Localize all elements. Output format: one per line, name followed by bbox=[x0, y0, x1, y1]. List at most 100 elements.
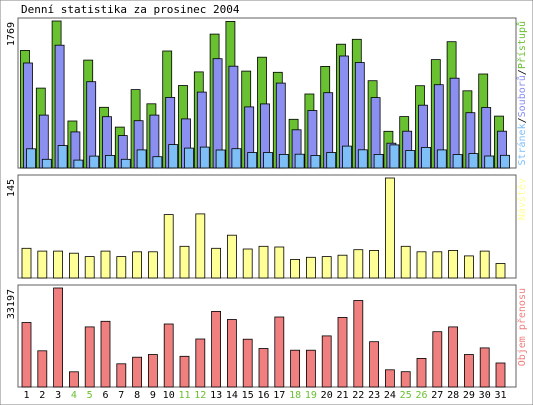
x-axis-ticks: 1 2 3 4 5 6 7 8 9 10 11 12 13 14 15 16 17 18 19 20 21 22 23 24 2… bbox=[23, 390, 506, 401]
bar-pages-day-21 bbox=[342, 145, 352, 169]
bar-middle-day-16 bbox=[258, 245, 269, 279]
bar-middle-day-22 bbox=[353, 249, 364, 279]
bar-bottom-day-6 bbox=[100, 320, 111, 388]
bar-pages-day-22 bbox=[357, 149, 368, 169]
bar-middle-day-26 bbox=[416, 251, 427, 279]
x-tick-day-6: 6 bbox=[102, 390, 108, 401]
bar-middle-day-4 bbox=[69, 252, 79, 279]
bar-middle-day-27 bbox=[432, 251, 443, 279]
legend-item-0: Stránek bbox=[516, 123, 528, 165]
x-tick-day-24: 24 bbox=[384, 390, 396, 401]
bar-bottom-day-27 bbox=[432, 331, 443, 388]
bar-bottom-day-5 bbox=[84, 326, 95, 388]
panel-bottom-max-label: 33197 bbox=[6, 289, 17, 319]
x-tick-day-10: 10 bbox=[163, 390, 175, 401]
bar-pages-day-1 bbox=[26, 148, 36, 169]
x-tick-day-20: 20 bbox=[321, 390, 333, 401]
x-tick-day-21: 21 bbox=[336, 390, 348, 401]
bar-middle-day-5 bbox=[84, 256, 95, 279]
bar-bottom-day-23 bbox=[369, 341, 380, 388]
panel-bottom-legend: Objem přenosu bbox=[516, 288, 528, 366]
x-tick-day-25: 25 bbox=[400, 390, 412, 401]
bar-bottom-day-10 bbox=[163, 323, 174, 388]
x-tick-day-23: 23 bbox=[368, 390, 380, 401]
bar-pages-day-19 bbox=[310, 155, 321, 169]
bar-bottom-day-30 bbox=[479, 347, 490, 388]
bar-bottom-day-12 bbox=[195, 338, 206, 388]
bar-middle-day-25 bbox=[400, 245, 411, 279]
bar-middle-day-13 bbox=[211, 247, 222, 279]
bar-bottom-day-4 bbox=[69, 371, 79, 388]
bar-bottom-day-13 bbox=[211, 310, 222, 388]
bar-middle-day-19 bbox=[305, 256, 316, 279]
bar-middle-day-15 bbox=[242, 248, 253, 279]
bar-middle-day-21 bbox=[337, 254, 348, 279]
panel-middle-max-label: 145 bbox=[6, 179, 17, 197]
bar-pages-day-13 bbox=[215, 149, 226, 169]
panel-bottom: 33197 Objem přenosu bbox=[6, 284, 528, 388]
x-tick-day-28: 28 bbox=[447, 390, 459, 401]
x-tick-day-15: 15 bbox=[242, 390, 254, 401]
x-tick-day-1: 1 bbox=[23, 390, 29, 401]
bar-middle-day-23 bbox=[369, 249, 380, 279]
series-2-bars bbox=[26, 144, 510, 169]
legend-item-1: Souborů bbox=[516, 75, 528, 117]
bar-pages-day-4 bbox=[73, 159, 84, 169]
bar-middle-day-29 bbox=[463, 255, 474, 279]
bar-bottom-day-7 bbox=[116, 363, 127, 388]
x-tick-day-27: 27 bbox=[431, 390, 443, 401]
bar-bottom-day-11 bbox=[179, 355, 190, 388]
x-tick-day-14: 14 bbox=[226, 390, 238, 401]
series-1-bars bbox=[23, 44, 507, 169]
legend-item-2: Přístupů bbox=[516, 21, 528, 69]
bar-middle-day-24 bbox=[384, 177, 395, 279]
bar-pages-day-28 bbox=[452, 154, 463, 169]
bar-bottom-day-22 bbox=[353, 300, 364, 388]
x-tick-day-7: 7 bbox=[118, 390, 124, 401]
bar-pages-day-25 bbox=[405, 150, 416, 169]
bar-pages-day-18 bbox=[294, 153, 305, 169]
panel-top-legend: Stránek/Souborů/Přístupů bbox=[516, 21, 528, 166]
bar-bottom-day-15 bbox=[242, 338, 253, 388]
x-tick-day-26: 26 bbox=[415, 390, 427, 401]
bar-bottom-day-25 bbox=[400, 371, 411, 388]
bar-middle-day-3 bbox=[53, 250, 63, 279]
bar-pages-day-27 bbox=[436, 149, 447, 169]
bar-pages-day-12 bbox=[199, 146, 210, 169]
x-tick-day-19: 19 bbox=[305, 390, 317, 401]
bar-pages-day-24 bbox=[389, 144, 400, 169]
bar-pages-day-31 bbox=[500, 154, 510, 169]
bar-middle-day-17 bbox=[274, 246, 285, 279]
bar-bottom-day-24 bbox=[384, 369, 395, 388]
bar-middle-day-1 bbox=[21, 247, 32, 279]
series-bottom-bars bbox=[21, 287, 506, 388]
chart-title: Denní statistika za prosinec 2004 bbox=[21, 3, 240, 16]
x-tick-day-8: 8 bbox=[134, 390, 140, 401]
bar-pages-day-5 bbox=[89, 155, 100, 169]
bar-middle-day-30 bbox=[479, 250, 490, 279]
bar-pages-day-9 bbox=[152, 156, 163, 169]
x-tick-day-16: 16 bbox=[257, 390, 269, 401]
bar-middle-day-11 bbox=[179, 245, 190, 279]
bar-middle-day-28 bbox=[448, 249, 459, 279]
bar-middle-day-7 bbox=[116, 256, 127, 279]
bar-bottom-day-28 bbox=[448, 326, 459, 388]
bar-middle-day-10 bbox=[163, 214, 174, 279]
bar-middle-day-2 bbox=[37, 250, 48, 279]
bar-pages-day-6 bbox=[105, 154, 115, 169]
panel-middle: 145 Návštěv bbox=[6, 174, 528, 279]
bar-middle-day-6 bbox=[100, 250, 111, 279]
panel-middle-legend: Návštěv bbox=[516, 178, 528, 220]
bar-pages-day-16 bbox=[263, 152, 273, 169]
bar-middle-day-31 bbox=[495, 263, 506, 279]
bar-pages-day-30 bbox=[484, 155, 495, 169]
x-tick-day-2: 2 bbox=[39, 390, 45, 401]
bar-middle-day-8 bbox=[132, 251, 143, 279]
x-tick-day-31: 31 bbox=[494, 390, 506, 401]
x-tick-day-12: 12 bbox=[194, 390, 206, 401]
x-tick-day-13: 13 bbox=[210, 390, 222, 401]
bar-bottom-day-29 bbox=[463, 354, 474, 388]
bar-pages-day-14 bbox=[231, 148, 242, 169]
bar-bottom-day-19 bbox=[305, 349, 316, 388]
